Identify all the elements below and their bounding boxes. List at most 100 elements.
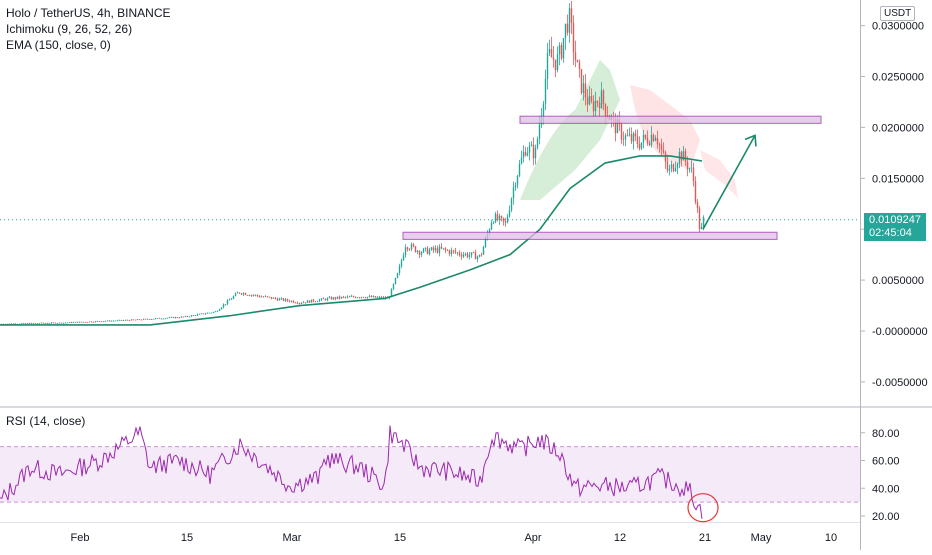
candle-body: [406, 247, 409, 250]
candle-body: [472, 252, 475, 254]
candle-body: [684, 151, 687, 162]
candle-body: [460, 254, 463, 257]
candle-body: [408, 249, 411, 251]
candle-body: [434, 248, 437, 251]
candle-body: [190, 315, 193, 317]
candle-body: [670, 164, 673, 169]
price-tick-label: 0.0050000: [872, 275, 924, 287]
rsi-tick-label: 40.00: [872, 483, 900, 495]
candle-body: [196, 314, 199, 316]
candle-body: [644, 135, 647, 138]
candle-body: [564, 23, 567, 39]
candle-body: [264, 296, 267, 298]
candle-body: [478, 254, 481, 257]
candle-body: [570, 8, 573, 23]
candle-body: [556, 54, 559, 71]
candle-body: [666, 161, 669, 171]
currency-badge[interactable]: USDT: [880, 6, 916, 21]
candle-body: [376, 297, 379, 299]
time-tick-label: 15: [181, 532, 193, 544]
candle-body: [168, 317, 171, 319]
candle-body: [390, 288, 393, 298]
candle-body: [90, 321, 93, 323]
candle-body: [102, 321, 105, 323]
candle-body: [24, 322, 27, 324]
candle-body: [578, 62, 581, 70]
candle-body: [366, 296, 369, 299]
candle-body: [698, 208, 701, 230]
candle-body: [582, 83, 585, 93]
candle-body: [622, 139, 625, 141]
candle-body: [674, 168, 677, 172]
candle-body: [330, 297, 333, 300]
candle-body: [8, 323, 11, 325]
rsi-legend[interactable]: RSI (14, close): [6, 414, 86, 428]
candle-body: [338, 296, 341, 299]
last-price-value: 0.0109247: [869, 214, 921, 226]
candle-body: [262, 296, 265, 298]
candle-body: [312, 299, 315, 302]
candle-body: [238, 292, 241, 294]
symbol-title: Holo / TetherUS, 4h, BINANCE: [6, 6, 171, 20]
candle-body: [694, 181, 697, 202]
candle-body: [554, 59, 557, 71]
candle-body: [464, 253, 467, 255]
candle-body: [352, 296, 355, 297]
candle-body: [160, 318, 163, 320]
candle-body: [638, 143, 641, 149]
candle-body: [236, 292, 239, 294]
candle-body: [106, 320, 109, 322]
candle-body: [216, 310, 219, 312]
candle-body: [268, 296, 271, 298]
candle-body: [682, 151, 685, 161]
candle-body: [104, 321, 107, 322]
candle-body: [130, 319, 133, 321]
ichimoku-cloud-red-tail: [700, 150, 738, 198]
candle-body: [180, 316, 183, 318]
candle-body: [688, 168, 691, 170]
candle-body: [410, 244, 413, 250]
candle-body: [454, 250, 457, 253]
candle-body: [82, 321, 85, 323]
ichimoku-cloud-green: [520, 60, 620, 200]
candle-body: [592, 101, 595, 112]
candle-body: [526, 152, 529, 156]
candle-body: [20, 323, 23, 325]
candle-body: [292, 300, 295, 303]
candle-body: [322, 298, 325, 300]
ichimoku-legend[interactable]: Ichimoku (9, 26, 52, 26): [6, 22, 133, 36]
candle-body: [226, 300, 229, 305]
candle-body: [586, 97, 589, 105]
candle-body: [398, 266, 401, 274]
time-tick-label: Feb: [71, 532, 90, 544]
rsi-line: [0, 425, 703, 519]
candle-body: [584, 83, 587, 98]
candle-body: [520, 157, 523, 164]
candle-body: [294, 302, 297, 304]
ema-legend[interactable]: EMA (150, close, 0): [6, 38, 111, 52]
candle-body: [392, 284, 395, 289]
candle-body: [228, 299, 231, 301]
candle-body: [598, 102, 601, 109]
candle-body: [530, 144, 533, 146]
candle-body: [166, 317, 169, 319]
candle-body: [332, 297, 335, 300]
candle-body: [514, 185, 517, 188]
candle-body: [142, 318, 145, 320]
candle-body: [498, 215, 501, 220]
candle-body: [340, 296, 343, 299]
candle-body: [378, 296, 381, 298]
candle-body: [572, 22, 575, 53]
candle-body: [494, 213, 497, 223]
rsi-oversold-circle: [687, 493, 719, 523]
candle-body: [80, 321, 83, 323]
candle-body: [308, 300, 311, 303]
candle-body: [416, 250, 419, 252]
candle-body: [172, 317, 175, 318]
candle-body: [170, 317, 173, 318]
candle-body: [242, 293, 245, 295]
candle-body: [58, 322, 61, 324]
candle-body: [88, 321, 91, 323]
candle-body: [512, 187, 515, 199]
